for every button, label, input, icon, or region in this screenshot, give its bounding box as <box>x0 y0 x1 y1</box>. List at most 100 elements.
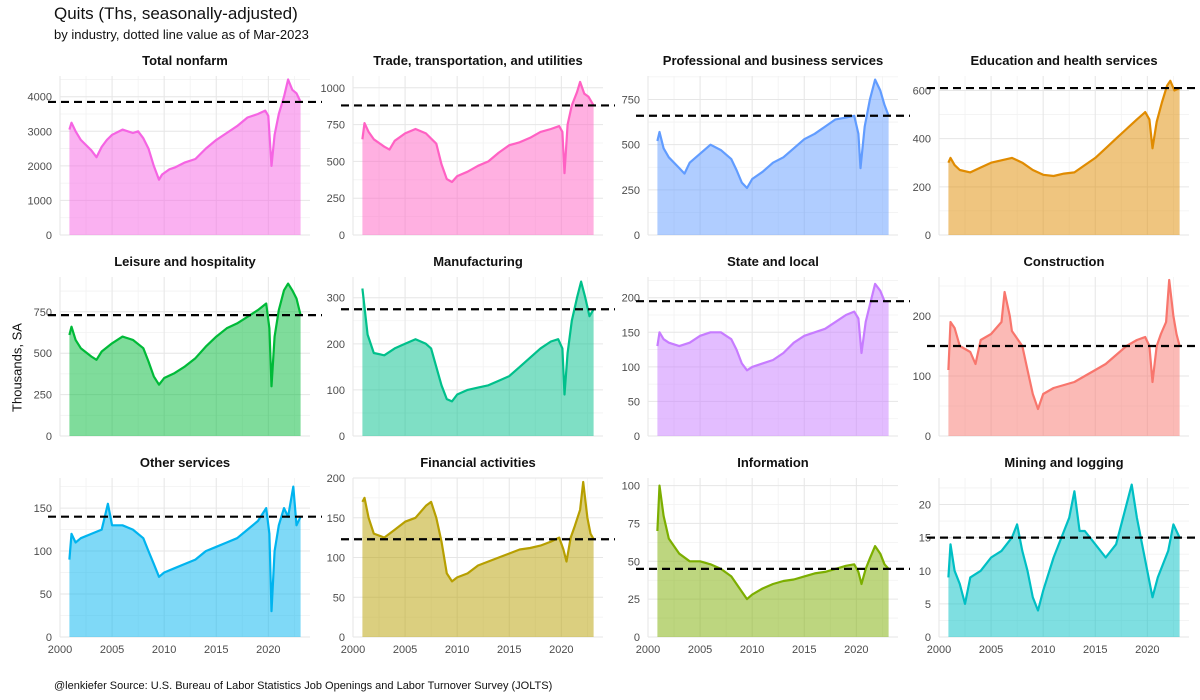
y-tick-label: 300 <box>327 293 345 305</box>
y-tick-label: 0 <box>925 632 931 644</box>
x-tick-label: 2020 <box>549 644 573 656</box>
y-tick-label: 0 <box>925 431 931 443</box>
panel: 0 1000 2000 3000 4000 Total nonfarm <box>28 53 322 242</box>
panel-title: Financial activities <box>420 455 536 470</box>
panel: 0 250 500 750 Professional and business serv… <box>622 53 910 242</box>
y-tick-label: 100 <box>913 371 931 383</box>
panel: 0 50 100 150 200 State and local <box>622 254 910 443</box>
y-tick-label: 150 <box>34 503 52 515</box>
series-line <box>947 79 1181 178</box>
x-tick-label: 2000 <box>636 644 660 656</box>
series-area <box>362 482 594 637</box>
y-tick-label: 100 <box>622 362 640 374</box>
series-area <box>657 79 889 235</box>
panel: 2000 2005 2010 2015 2020 0 50 100 150 Other servi… <box>34 455 322 656</box>
series-area <box>948 280 1180 436</box>
series-area <box>362 281 594 436</box>
x-tick-label: 2015 <box>204 644 228 656</box>
x-tick-label: 2005 <box>688 644 712 656</box>
panel: 0 250 500 750 Leisure and hospitality <box>34 254 322 443</box>
y-tick-label: 0 <box>339 230 345 242</box>
x-tick-label: 2020 <box>1135 644 1159 656</box>
chart-subtitle: by industry, dotted line value as of Mar… <box>54 27 309 42</box>
y-tick-label: 15 <box>919 533 931 545</box>
y-tick-label: 50 <box>333 592 345 604</box>
panel-title: Education and health services <box>970 53 1157 68</box>
panel-title: Manufacturing <box>433 254 523 269</box>
y-tick-label: 50 <box>40 589 52 601</box>
series-area <box>657 283 889 436</box>
y-tick-label: 750 <box>622 94 640 106</box>
series-line <box>947 278 1181 411</box>
x-tick-label: 2020 <box>256 644 280 656</box>
panel-title: Professional and business services <box>663 53 883 68</box>
y-tick-label: 0 <box>925 230 931 242</box>
series-line <box>68 78 302 181</box>
y-tick-label: 100 <box>34 546 52 558</box>
y-tick-label: 100 <box>327 385 345 397</box>
y-tick-label: 100 <box>327 553 345 565</box>
y-tick-label: 75 <box>628 518 640 530</box>
x-tick-label: 2000 <box>927 644 951 656</box>
panel-title: Leisure and hospitality <box>114 254 256 269</box>
panel-title: Construction <box>1024 254 1105 269</box>
panel: 0 100 200 Construction <box>913 254 1200 443</box>
y-tick-label: 1000 <box>28 195 52 207</box>
x-tick-label: 2010 <box>1031 644 1055 656</box>
y-tick-label: 200 <box>913 182 931 194</box>
y-tick-label: 1000 <box>321 83 345 95</box>
y-tick-label: 500 <box>622 140 640 152</box>
x-tick-label: 2010 <box>740 644 764 656</box>
panel: 0 250 500 750 1000 Trade, transportation, and… <box>321 53 615 242</box>
x-tick-label: 2005 <box>393 644 417 656</box>
y-tick-label: 400 <box>913 134 931 146</box>
series-area <box>362 81 594 236</box>
y-tick-label: 0 <box>339 431 345 443</box>
panel: 2000 2005 2010 2015 2020 0 25 50 75 100 Informatio… <box>622 455 910 656</box>
y-tick-label: 200 <box>327 473 345 485</box>
y-tick-label: 250 <box>327 193 345 205</box>
y-tick-label: 200 <box>913 311 931 323</box>
y-tick-label: 500 <box>327 156 345 168</box>
x-tick-label: 2015 <box>792 644 816 656</box>
y-tick-label: 0 <box>46 431 52 443</box>
series-line <box>68 282 302 388</box>
panel: 2000 2005 2010 2015 2020 0 5 10 15 20 Mining and l… <box>919 455 1200 656</box>
y-tick-label: 0 <box>46 230 52 242</box>
y-tick-label: 250 <box>622 185 640 197</box>
x-tick-label: 2015 <box>1083 644 1107 656</box>
panel: 0 100 200 300 Manufacturing <box>327 254 615 443</box>
y-tick-label: 0 <box>46 632 52 644</box>
panel-title: State and local <box>727 254 819 269</box>
y-tick-label: 25 <box>628 594 640 606</box>
panel-title: Other services <box>140 455 230 470</box>
x-tick-label: 2010 <box>152 644 176 656</box>
x-tick-label: 2020 <box>844 644 868 656</box>
y-tick-label: 200 <box>622 293 640 305</box>
x-tick-label: 2000 <box>48 644 72 656</box>
series-area <box>69 79 301 235</box>
y-tick-label: 10 <box>919 566 931 578</box>
y-tick-label: 100 <box>622 481 640 493</box>
series-area <box>948 80 1180 235</box>
y-tick-label: 750 <box>327 120 345 132</box>
x-tick-label: 2005 <box>979 644 1003 656</box>
y-tick-label: 20 <box>919 500 931 512</box>
y-tick-label: 150 <box>327 513 345 525</box>
series-line <box>361 80 595 184</box>
y-tick-label: 600 <box>913 85 931 97</box>
panel-title: Information <box>737 455 809 470</box>
y-tick-label: 750 <box>34 307 52 319</box>
y-tick-label: 150 <box>622 327 640 339</box>
series-line <box>361 280 595 403</box>
y-tick-label: 50 <box>628 396 640 408</box>
y-tick-label: 4000 <box>28 92 52 104</box>
y-tick-label: 250 <box>34 390 52 402</box>
x-tick-label: 2000 <box>341 644 365 656</box>
panel: 2000 2005 2010 2015 2020 0 50 100 150 200 Financia… <box>327 455 615 656</box>
series-area <box>657 485 889 637</box>
series-line <box>656 282 889 372</box>
y-tick-label: 500 <box>34 348 52 360</box>
series-area <box>69 486 301 637</box>
source-caption: @lenkiefer Source: U.S. Bureau of Labor … <box>54 680 553 692</box>
